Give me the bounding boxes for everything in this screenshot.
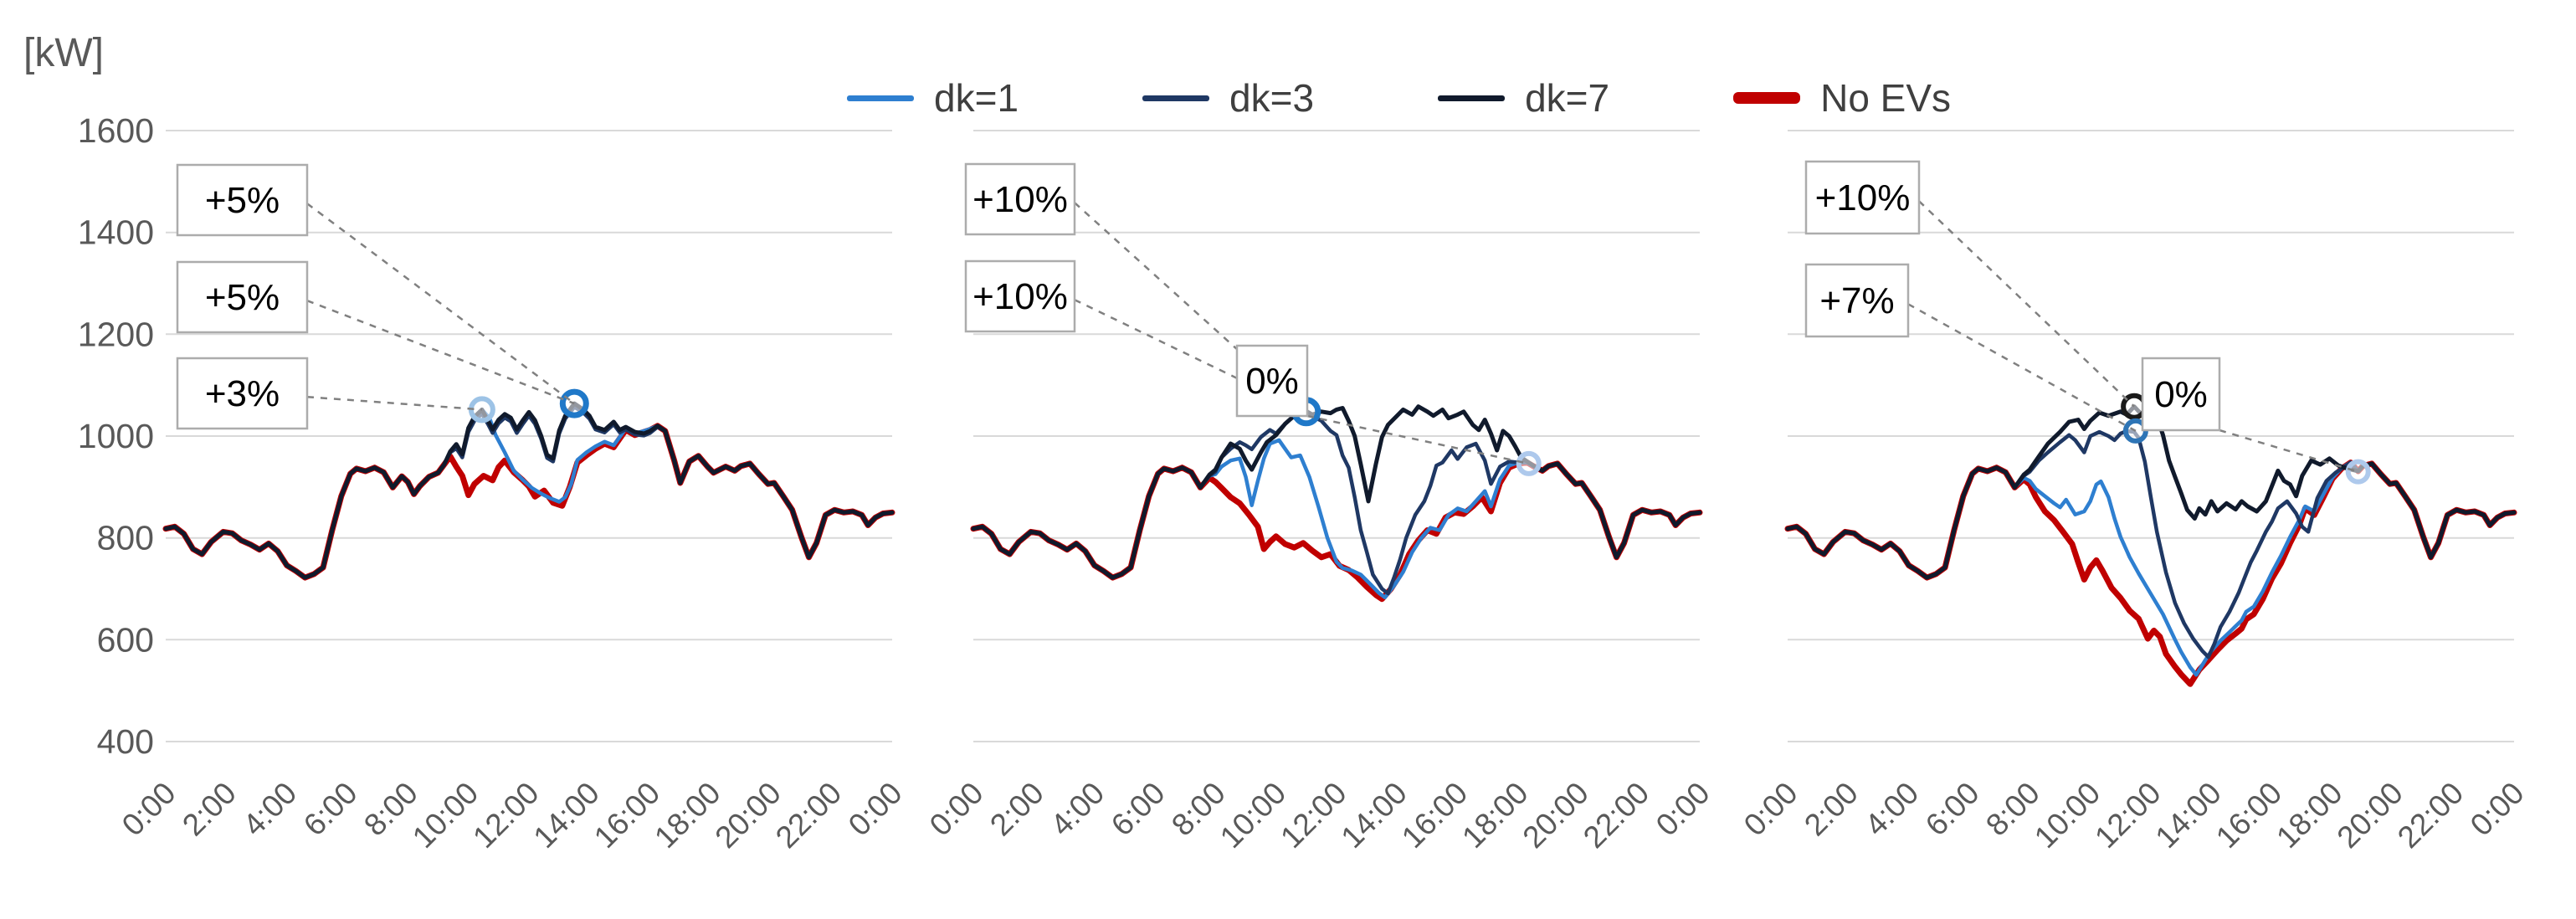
line-swatch-dk3 (1142, 95, 1210, 101)
annotation-box (964, 259, 1076, 333)
legend-item-dk3: dk=3 (1142, 79, 1314, 117)
annotation-label: +10% (972, 179, 1068, 220)
x-tick-label: 16:00 (1395, 776, 1474, 855)
annotation-label: +5% (205, 277, 280, 318)
annotation-leader (306, 300, 575, 405)
x-tick-label: 0:00 (115, 776, 182, 843)
line-swatch-dk1 (847, 95, 914, 101)
series-line-no-evs (162, 423, 895, 581)
legend-item-dk7: dk=7 (1438, 79, 1609, 117)
series-line-dk7 (163, 401, 895, 580)
x-tick-label: 14:00 (2149, 776, 2228, 855)
x-tick-label: 10:00 (406, 776, 485, 855)
y-tick-label: 1000 (78, 417, 154, 455)
annotation-leader (1306, 414, 1529, 465)
x-tick-label: 2:00 (1798, 776, 1865, 843)
x-tick-label: 0:00 (842, 776, 909, 843)
y-tick-label: 1400 (78, 213, 154, 252)
annotation-box (176, 163, 309, 237)
line-swatch-no-evs (1733, 92, 1801, 104)
chart-legend: dk=1 dk=3 dk=7 No EVs (847, 79, 1951, 117)
series-line-dk3 (1785, 429, 2517, 660)
x-tick-label: 2:00 (983, 776, 1050, 843)
x-tick-label: 14:00 (527, 776, 606, 855)
annotation-leader (1918, 200, 2135, 408)
x-tick-label: 20:00 (1516, 776, 1595, 855)
x-tick-label: 4:00 (236, 776, 303, 843)
legend-label: dk=7 (1525, 76, 1610, 120)
series-line-dk7 (1785, 404, 2517, 580)
x-tick-label: 0:00 (923, 776, 990, 843)
annotation-leader (306, 203, 576, 405)
legend-label: No EVs (1820, 76, 1952, 120)
legend-item-no-evs: No EVs (1733, 79, 1951, 117)
annotation-label: +7% (1819, 280, 1894, 321)
x-tick-label: 12:00 (1274, 776, 1352, 855)
x-tick-label: 16:00 (588, 776, 666, 855)
x-tick-label: 4:00 (1044, 776, 1111, 843)
legend-label: dk=1 (934, 76, 1019, 120)
annotation-box (176, 357, 309, 430)
series-line-no-evs (970, 460, 1703, 603)
x-tick-label: 18:00 (1455, 776, 1534, 855)
annotation-box (2141, 357, 2221, 432)
y-tick-label: 1200 (78, 315, 154, 353)
annotation-label: +10% (1815, 177, 1911, 218)
annotation-box (1804, 263, 1910, 338)
series-line-dk7 (971, 404, 1702, 580)
y-tick-label: 800 (97, 519, 154, 557)
x-tick-label: 0:00 (1737, 776, 1804, 843)
annotation-label: 0% (1245, 361, 1299, 402)
annotation-leader (306, 395, 482, 411)
x-tick-label: 12:00 (466, 776, 545, 855)
x-tick-label: 4:00 (1858, 776, 1925, 843)
annotation-label: +10% (972, 276, 1068, 317)
x-tick-label: 10:00 (2028, 776, 2106, 855)
x-tick-label: 10:00 (1214, 776, 1292, 855)
x-tick-label: 18:00 (648, 776, 726, 855)
x-tick-label: 12:00 (2088, 776, 2167, 855)
annotation-label: 0% (2154, 374, 2208, 415)
x-tick-label: 16:00 (2209, 776, 2288, 855)
annotation-label: +3% (205, 373, 280, 414)
annotation-leader (2219, 429, 2359, 473)
x-tick-label: 20:00 (2331, 776, 2409, 855)
line-swatch-dk7 (1438, 95, 1506, 101)
x-tick-label: 6:00 (297, 776, 364, 843)
x-tick-label: 2:00 (176, 776, 243, 843)
y-tick-label: 400 (97, 722, 154, 761)
y-axis-unit-label: [kW] (23, 31, 104, 75)
x-tick-label: 0:00 (2464, 776, 2531, 843)
annotation-box (1235, 344, 1309, 418)
legend-label: dk=3 (1229, 76, 1315, 120)
x-tick-label: 22:00 (2391, 776, 2470, 855)
y-tick-label: 600 (97, 620, 154, 659)
data-point-marker (1516, 450, 1542, 476)
data-point-marker (2345, 459, 2371, 485)
x-tick-label: 22:00 (1577, 776, 1655, 855)
legend-item-dk1: dk=1 (847, 79, 1019, 117)
y-tick-label: 1600 (78, 111, 154, 150)
x-tick-label: 20:00 (709, 776, 788, 855)
x-tick-label: 6:00 (1919, 776, 1986, 843)
annotation-box (964, 162, 1076, 236)
x-tick-label: 18:00 (2270, 776, 2348, 855)
series-line-dk1 (971, 438, 1702, 600)
annotation-box (176, 260, 309, 334)
x-tick-label: 22:00 (769, 776, 848, 855)
x-tick-label: 0:00 (1650, 776, 1716, 843)
x-tick-label: 6:00 (1105, 776, 1172, 843)
x-tick-label: 14:00 (1335, 776, 1414, 855)
annotation-box (1804, 160, 1921, 235)
annotation-leader (1907, 303, 2137, 432)
annotation-label: +5% (205, 180, 280, 221)
